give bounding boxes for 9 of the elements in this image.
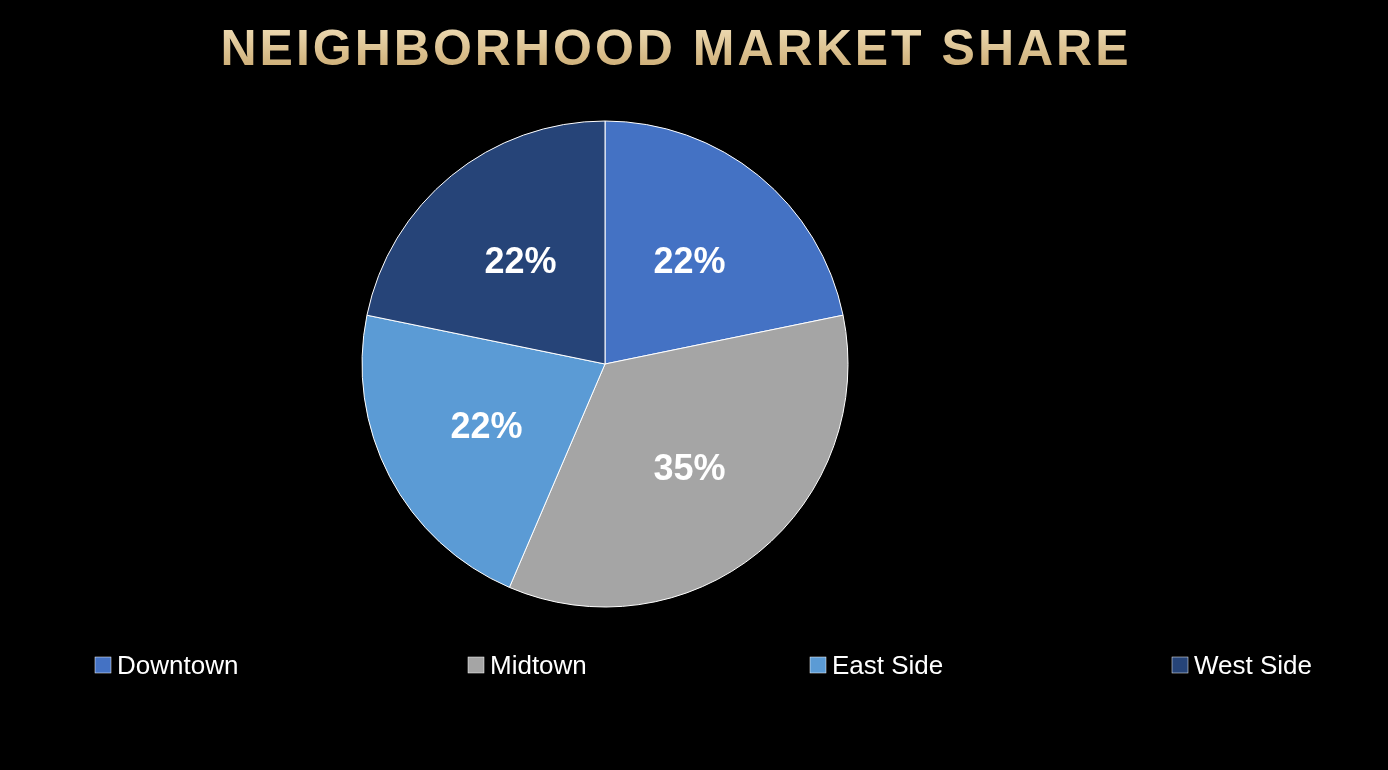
data-label: 22% [653,239,726,281]
legend-label: East Side [832,650,944,680]
data-label: 22% [450,405,523,447]
data-label: 35% [653,447,726,489]
data-label: 22% [484,239,557,281]
legend-label: West Side [1194,650,1313,680]
legend-label: Downtown [117,650,239,680]
chart-title: NEIGHBORHOOD MARKET SHARE [220,20,1132,76]
legend-label: Midtown [490,650,587,680]
